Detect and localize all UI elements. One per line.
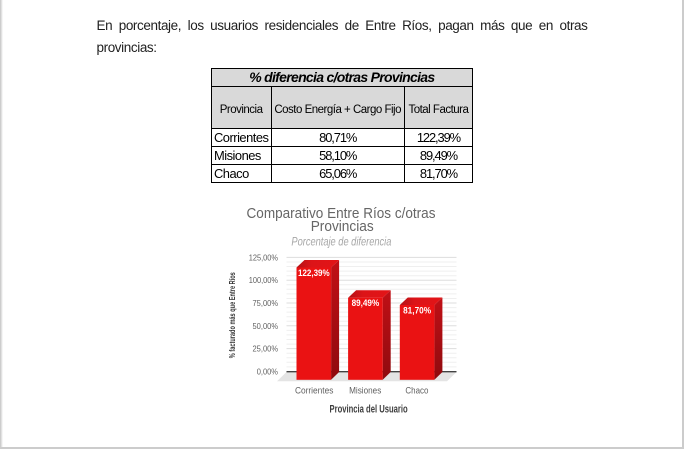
svg-text:Porcentaje de diferencia: Porcentaje de diferencia — [291, 236, 391, 248]
svg-text:89,49%: 89,49% — [352, 298, 380, 308]
svg-text:Chaco: Chaco — [405, 386, 428, 396]
svg-text:Misiones: Misiones — [349, 386, 382, 396]
svg-text:100,00%: 100,00% — [249, 275, 279, 285]
svg-text:Corrientes: Corrientes — [295, 386, 334, 396]
svg-text:25,00%: 25,00% — [253, 344, 279, 354]
svg-text:122,39%: 122,39% — [298, 268, 330, 278]
svg-text:125,00%: 125,00% — [249, 252, 279, 262]
svg-text:Provincias: Provincias — [311, 219, 374, 235]
svg-text:0,00%: 0,00% — [257, 367, 279, 377]
svg-text:Provincia del Usuario: Provincia del Usuario — [330, 403, 408, 415]
svg-text:% facturado más que Entre Ríos: % facturado más que Entre Ríos — [227, 272, 237, 358]
svg-text:Comparativo Entre Ríos c/otras: Comparativo Entre Ríos c/otras — [247, 206, 436, 222]
svg-text:75,00%: 75,00% — [253, 298, 279, 308]
svg-text:81,70%: 81,70% — [403, 305, 431, 315]
svg-text:50,00%: 50,00% — [253, 321, 279, 331]
